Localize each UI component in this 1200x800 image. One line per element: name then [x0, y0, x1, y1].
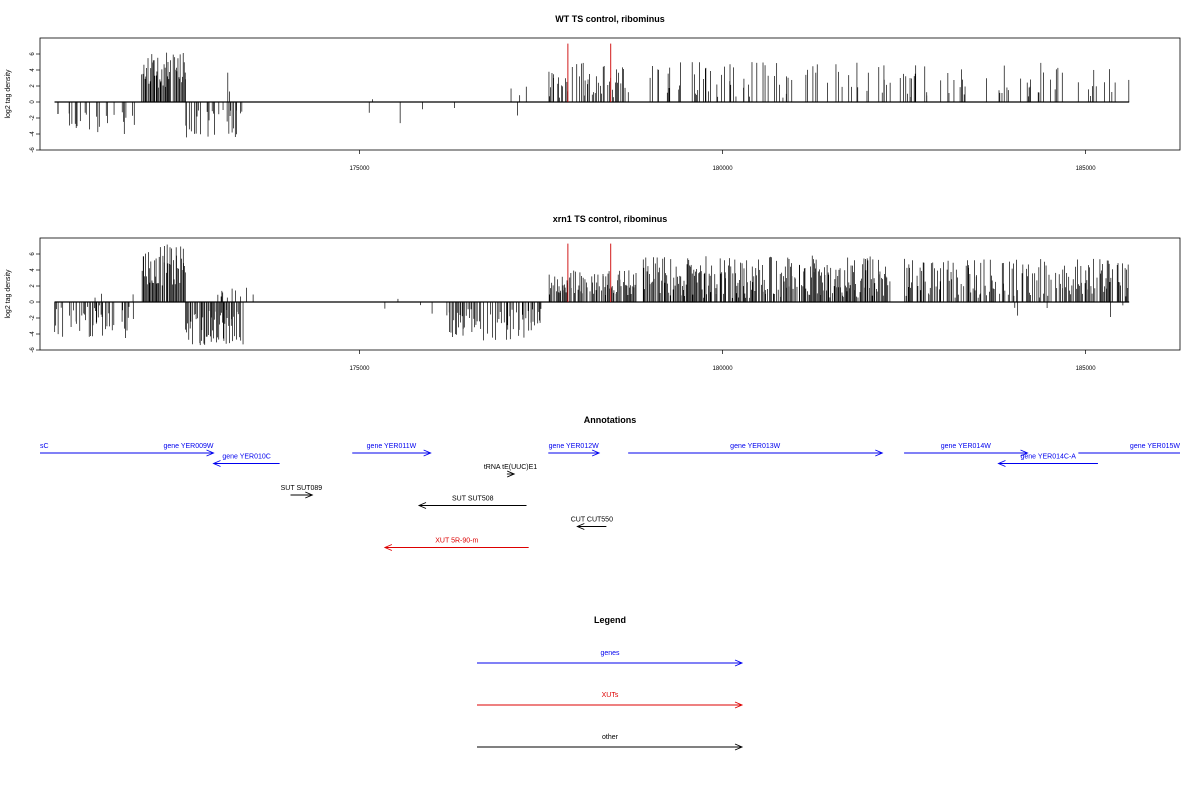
y-tick-label: 6 [30, 52, 36, 56]
arrow-head-icon [206, 449, 215, 457]
x-tick-label: 175000 [349, 166, 370, 172]
arrow-head-icon [875, 449, 884, 457]
arrow-head-icon [591, 449, 601, 457]
feature-label: gene YER014C-A [1020, 454, 1076, 461]
annotation-feature: CUT CUT550 [571, 517, 613, 530]
annotation-feature: SUT SUT089 [281, 485, 323, 499]
legend-entry: XUTs [477, 692, 744, 709]
annotation-feature: tRNA tE(UUC)E1 [484, 464, 537, 478]
feature-label: SUT SUT508 [452, 496, 494, 503]
annotation-feature: gene YER010C [212, 454, 280, 467]
density-bars [57, 52, 1130, 138]
plot-frame [39, 37, 1181, 151]
feature-label: gene YER009W [163, 443, 213, 450]
feature-label: SUT SUT089 [281, 485, 323, 492]
arrow-head-icon [734, 701, 744, 709]
annotations-panel: Annotations sC gene YER009W gene YER010C gen… [40, 415, 1180, 551]
arrow-head-icon [506, 470, 516, 478]
xrn1-density-panel: xrn1 TS control, ribominus -6 -4 -2 0 2 4 6 log2… [5, 214, 1181, 372]
y-tick-label: 0 [30, 300, 36, 304]
annotation-feature: gene YER012W [548, 443, 601, 457]
x-tick-label: 180000 [713, 366, 734, 372]
arrow-head-icon [417, 502, 427, 509]
annotation-feature: gene YER009W [163, 443, 215, 457]
feature-label: gene YER013W [730, 443, 780, 450]
feature-label: CUT CUT550 [571, 517, 613, 524]
y-tick-label: -6 [30, 147, 36, 153]
arrow-head-icon [734, 659, 744, 667]
y-tick-label: -4 [30, 131, 36, 137]
y-tick-label: -2 [30, 115, 36, 121]
y-tick-label: 2 [30, 284, 36, 288]
legend-panel: Legend genes XUTs other [477, 615, 744, 751]
arrow-head-icon [212, 460, 221, 467]
x-tick-label: 175000 [349, 366, 370, 372]
arrow-head-icon [576, 523, 585, 530]
annotation-feature: gene YER013W [628, 443, 884, 457]
y-tick-label: -6 [30, 347, 36, 353]
feature-label: gene YER010C [222, 454, 271, 461]
arrow-head-icon [305, 491, 314, 499]
annotation-feature: SUT SUT508 [417, 496, 527, 509]
y-tick-label: 0 [30, 100, 36, 104]
annotations-title: Annotations [584, 415, 637, 425]
arrow-head-icon [423, 449, 432, 457]
feature-label: tRNA tE(UUC)E1 [484, 464, 537, 471]
chart-title: WT TS control, ribominus [555, 14, 665, 24]
x-tick-label: 180000 [713, 166, 734, 172]
x-tick-label: 185000 [1076, 166, 1097, 172]
density-bars [54, 244, 1129, 346]
annotation-feature: gene YER014C-A [997, 454, 1098, 467]
arrow-head-icon [383, 544, 393, 551]
feature-label: sC [40, 443, 49, 450]
x-tick-label: 185000 [1076, 366, 1097, 372]
legend-label: genes [600, 650, 620, 657]
arrow-head-icon [1020, 449, 1029, 457]
y-tick-label: 4 [30, 68, 36, 72]
legend-entry: genes [477, 650, 744, 667]
feature-label: gene YER014W [941, 443, 991, 450]
y-tick-label: 2 [30, 84, 36, 88]
annotation-feature: sC [40, 443, 170, 454]
annotation-feature: gene YER014W [904, 443, 1029, 457]
feature-label: gene YER015W [1130, 443, 1180, 450]
y-tick-label: -4 [30, 331, 36, 337]
y-tick-label: 6 [30, 252, 36, 256]
legend-entry: other [477, 734, 744, 751]
chart-title: xrn1 TS control, ribominus [553, 214, 668, 224]
legend-label: other [602, 734, 619, 741]
legend-label: XUTs [602, 692, 619, 699]
y-tick-label: -2 [30, 315, 36, 321]
feature-label: XUT 5R-90-m [435, 538, 478, 545]
wt-density-panel: WT TS control, ribominus -6 -4 -2 0 2 4 6 log2 t… [5, 14, 1181, 172]
plot-frame [39, 237, 1181, 351]
legend-title: Legend [594, 615, 626, 625]
annotation-feature: XUT 5R-90-m [383, 538, 529, 551]
y-axis-label: log2 tag density [5, 269, 12, 319]
y-axis-label: log2 tag density [5, 69, 12, 119]
annotation-feature: gene YER015W [1078, 443, 1180, 454]
arrow-head-icon [997, 460, 1006, 467]
feature-label: gene YER011W [367, 443, 417, 450]
annotation-feature: gene YER011W [352, 443, 432, 457]
y-tick-label: 4 [30, 268, 36, 272]
feature-label: gene YER012W [549, 443, 599, 450]
arrow-head-icon [734, 743, 744, 751]
